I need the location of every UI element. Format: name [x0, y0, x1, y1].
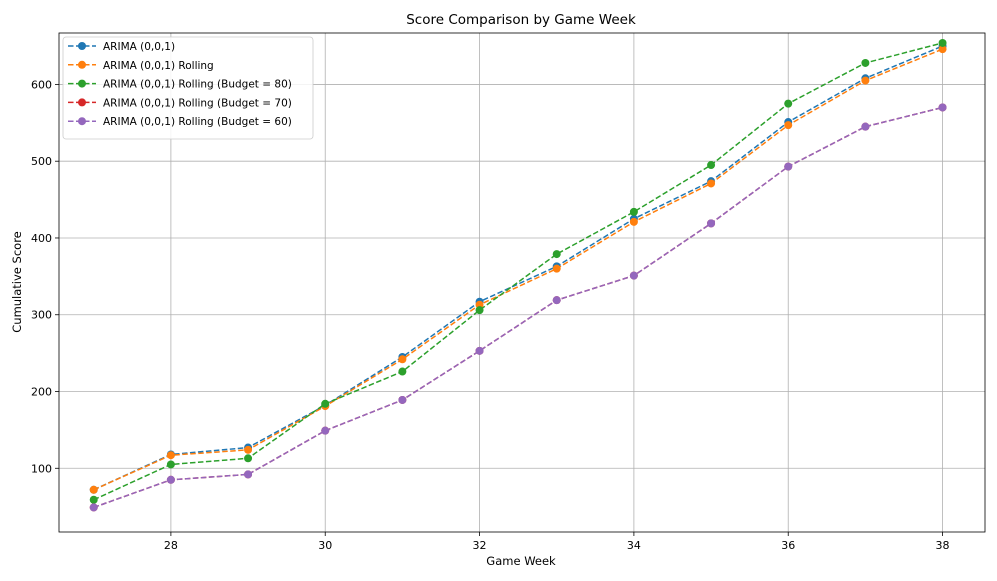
legend-marker: [78, 98, 86, 107]
series-5: [89, 103, 947, 512]
series-3: [89, 38, 947, 504]
data-point: [629, 217, 638, 226]
legend-label: ARIMA (0,0,1) Rolling (Budget = 60): [103, 116, 292, 128]
data-point: [166, 475, 175, 484]
y-tick-label: 200: [31, 386, 52, 399]
data-point: [321, 426, 330, 435]
series-line: [93, 106, 943, 509]
data-point: [938, 103, 947, 112]
legend-marker: [78, 117, 86, 126]
data-point: [938, 45, 947, 54]
data-point: [244, 454, 253, 463]
x-axis-label: Game Week: [486, 554, 556, 568]
data-point: [398, 367, 407, 376]
data-point: [861, 58, 870, 67]
y-tick-label: 500: [31, 155, 52, 168]
legend-marker: [78, 42, 86, 50]
data-point: [552, 250, 561, 259]
y-tick-label: 300: [31, 309, 52, 322]
y-tick-label: 400: [31, 232, 52, 245]
data-point: [707, 219, 716, 228]
legend-item: ARIMA (0,0,1): [68, 41, 175, 53]
legend-item: ARIMA (0,0,1) Rolling (Budget = 80): [68, 79, 292, 91]
legend-item: ARIMA (0,0,1) Rolling (Budget = 60): [68, 116, 292, 128]
legend-label: ARIMA (0,0,1) Rolling (Budget = 80): [103, 79, 292, 91]
data-point: [244, 470, 253, 479]
data-point: [89, 503, 98, 512]
data-point: [861, 76, 870, 85]
data-point: [784, 121, 793, 130]
legend-label: ARIMA (0,0,1): [103, 41, 175, 53]
data-point: [166, 451, 175, 460]
legend-item: ARIMA (0,0,1) Rolling: [68, 60, 214, 72]
data-point: [629, 271, 638, 280]
x-tick-label: 34: [627, 539, 641, 552]
data-point: [784, 99, 793, 108]
data-point: [89, 485, 98, 494]
legend: ARIMA (0,0,1) ARIMA (0,0,1) Rolling ARIMA …: [62, 36, 314, 140]
data-point: [552, 264, 561, 273]
data-point: [321, 399, 330, 408]
data-point: [629, 207, 638, 216]
legend-marker: [78, 79, 86, 88]
legend-marker: [78, 60, 86, 69]
plot-area: [58, 32, 986, 533]
x-axis: 28 30 32 34 36 38: [164, 532, 950, 552]
legend-label: ARIMA (0,0,1) Rolling: [103, 60, 214, 72]
data-point: [784, 162, 793, 171]
y-tick-label: 600: [31, 78, 52, 91]
legend-item: ARIMA (0,0,1) Rolling (Budget = 70): [68, 97, 292, 109]
data-point: [398, 395, 407, 404]
x-tick-label: 28: [164, 539, 178, 552]
x-tick-label: 38: [936, 539, 950, 552]
data-point: [475, 346, 484, 355]
chart-title: Score Comparison by Game Week: [406, 12, 636, 28]
data-point: [244, 445, 253, 454]
x-tick-label: 30: [318, 539, 332, 552]
data-point: [707, 179, 716, 188]
series-line: [93, 48, 943, 491]
series-group: [89, 38, 947, 512]
data-point: [861, 122, 870, 131]
data-point: [166, 460, 175, 469]
data-point: [938, 38, 947, 47]
data-point: [552, 296, 561, 305]
x-tick-label: 36: [781, 539, 795, 552]
data-point: [89, 495, 98, 504]
series-line: [93, 42, 943, 501]
y-axis: 100 200 300 400 500 600: [31, 78, 59, 475]
data-point: [475, 306, 484, 315]
data-point: [707, 161, 716, 170]
legend-box: [62, 36, 314, 140]
data-point: [398, 355, 407, 364]
legend-label: ARIMA (0,0,1) Rolling (Budget = 70): [103, 97, 292, 109]
y-axis-label: Cumulative Score: [10, 231, 24, 333]
series-line: [93, 106, 943, 509]
series-line: [93, 45, 943, 491]
y-tick-label: 100: [31, 462, 52, 475]
x-tick-label: 32: [473, 539, 487, 552]
